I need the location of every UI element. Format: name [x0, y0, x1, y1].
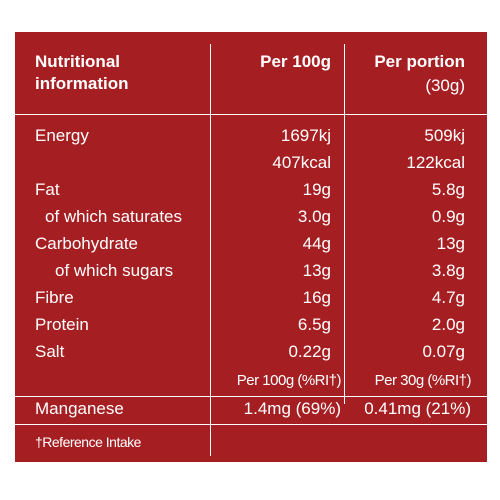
row-per100-energy-kcal: 407kcal [272, 153, 331, 172]
row-portion-energy-kj: 509kj [424, 126, 465, 145]
row-portion-saturates: 0.9g [431, 207, 465, 226]
row-per100-fibre: 16g [302, 288, 331, 307]
row-per100-protein: 6.5g [297, 315, 331, 334]
row-portion-fibre: 4.7g [431, 288, 465, 307]
footnote-divider [15, 424, 487, 425]
header-divider [15, 114, 487, 115]
column-divider-1 [210, 44, 211, 456]
row-portion-energy-kcal: 122kcal [406, 153, 465, 172]
row-label-sugars: of which sugars [55, 261, 174, 280]
header-per-100g: Per 100g [260, 52, 331, 71]
row-per100-fat: 19g [302, 180, 331, 199]
row-label-energy: Energy [35, 126, 89, 145]
row-label-manganese: Manganese [35, 399, 124, 418]
header-nutritional: Nutritional [35, 52, 120, 71]
ri-header-per100: Per 100g (%RI†) [236, 372, 342, 389]
ri-header-portion: Per 30g (%RI†) [374, 372, 472, 389]
row-portion-fat: 5.8g [431, 180, 465, 199]
row-per100-manganese: 1.4mg (69%) [243, 399, 341, 418]
row-per100-energy-kj: 1697kj [280, 126, 331, 145]
row-portion-salt: 0.07g [422, 342, 465, 361]
row-label-saturates: of which saturates [45, 207, 183, 226]
row-label-protein: Protein [35, 315, 89, 334]
row-label-carbohydrate: Carbohydrate [35, 234, 139, 253]
nutrition-table: Nutritional information Per 100g Per por… [15, 32, 487, 462]
column-divider-2 [344, 44, 345, 404]
header-per-portion: Per portion [374, 52, 465, 71]
row-portion-manganese: 0.41mg (21%) [364, 399, 471, 418]
footnote: †Reference Intake [35, 434, 141, 450]
row-label-fibre: Fibre [35, 288, 74, 307]
row-portion-protein: 2.0g [431, 315, 465, 334]
row-portion-sugars: 3.8g [431, 261, 465, 280]
row-portion-carbohydrate: 13g [436, 234, 465, 253]
row-per100-salt: 0.22g [288, 342, 331, 361]
row-per100-saturates: 3.0g [297, 207, 331, 226]
header-information: information [35, 74, 129, 93]
header-portion-size: (30g) [425, 76, 465, 95]
ri-divider [15, 396, 487, 397]
row-per100-sugars: 13g [302, 261, 331, 280]
row-label-salt: Salt [35, 342, 65, 361]
row-per100-carbohydrate: 44g [302, 234, 331, 253]
row-label-fat: Fat [35, 180, 60, 199]
